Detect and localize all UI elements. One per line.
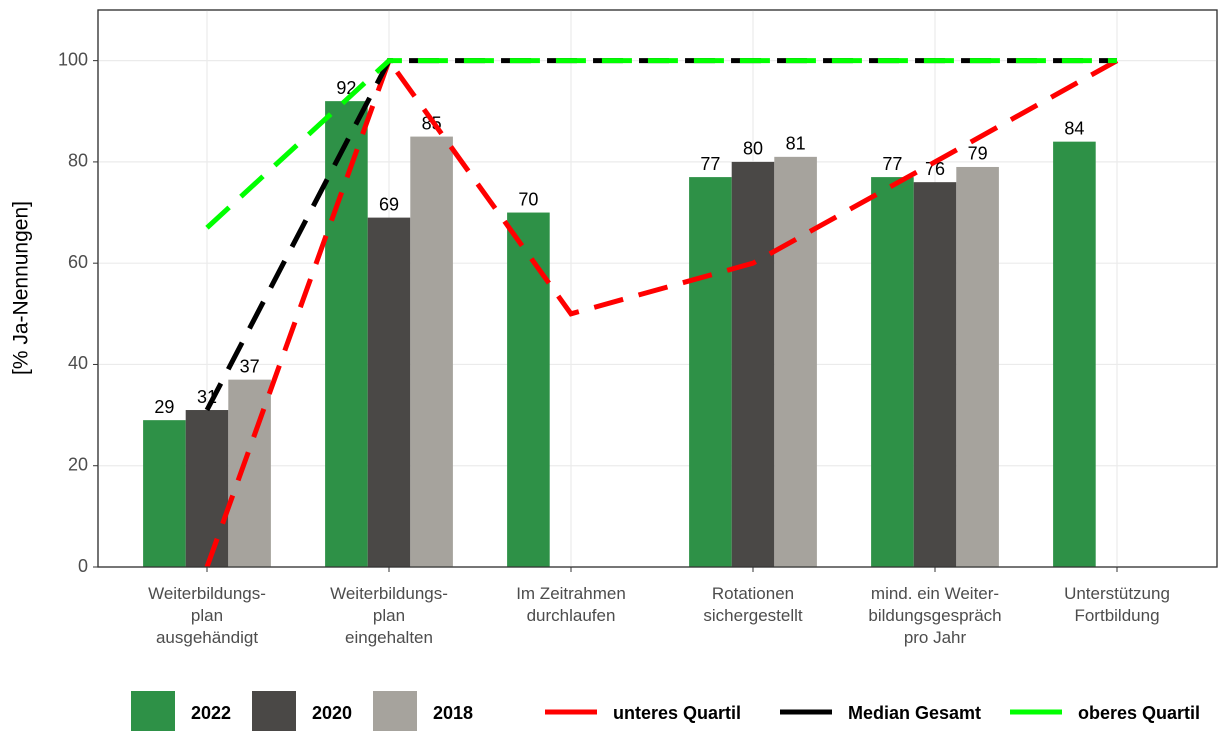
legend-swatch: [252, 691, 296, 731]
data-label: 69: [379, 194, 399, 214]
bar: [731, 161, 775, 567]
y-tick-label: 80: [68, 151, 88, 171]
bar: [228, 379, 271, 567]
data-label: 37: [240, 356, 260, 376]
y-tick-label: 0: [78, 556, 88, 576]
bar: [325, 101, 368, 568]
y-axis-label: [% Ja-Nennungen]: [10, 201, 33, 375]
quartile-line: [205, 58, 1117, 230]
y-tick-label: 40: [68, 353, 88, 373]
data-label: 81: [786, 134, 806, 154]
bar: [185, 410, 229, 567]
data-label: 29: [154, 397, 174, 417]
data-label: 77: [700, 154, 720, 174]
data-label: 77: [882, 154, 902, 174]
data-label: 76: [925, 159, 945, 179]
bar: [143, 420, 186, 567]
quartile-line: [204, 55, 1119, 568]
bar: [410, 136, 453, 567]
legend-label: oberes Quartil: [1078, 703, 1200, 723]
x-tick-label: Weiterbildungs- plan eingehalten: [330, 584, 448, 647]
data-label: 79: [968, 144, 988, 164]
data-label: 70: [518, 189, 538, 209]
legend-label: 2020: [312, 703, 352, 723]
x-tick-label: Weiterbildungs- plan ausgehändigt: [148, 584, 266, 647]
bar: [507, 212, 550, 567]
bar: [871, 177, 914, 567]
legend-swatch: [131, 691, 175, 731]
bar: [774, 156, 817, 567]
y-tick-label: 100: [58, 49, 88, 69]
data-label: 84: [1064, 118, 1084, 138]
y-tick-label: 20: [68, 454, 88, 474]
legend-label: 2018: [433, 703, 473, 723]
legend-label: 2022: [191, 703, 231, 723]
x-tick-label: Unterstützung Fortbildung: [1064, 584, 1170, 625]
x-tick-label: Rotationen sichergestellt: [703, 584, 803, 625]
bar: [689, 177, 732, 567]
legend-label: unteres Quartil: [613, 703, 741, 723]
y-tick-label: 60: [68, 252, 88, 272]
legend-swatch: [373, 691, 417, 731]
bar: [913, 182, 957, 567]
bar: [367, 217, 411, 568]
x-tick-label: Im Zeitrahmen durchlaufen: [516, 584, 626, 625]
panel-border: [97, 9, 1218, 568]
data-label: 80: [743, 139, 763, 159]
bar: [956, 166, 999, 568]
bar: [1053, 141, 1096, 567]
x-tick-label: mind. ein Weiter- bildungsgespräch pro J…: [868, 584, 1002, 647]
legend-label: Median Gesamt: [848, 703, 981, 723]
